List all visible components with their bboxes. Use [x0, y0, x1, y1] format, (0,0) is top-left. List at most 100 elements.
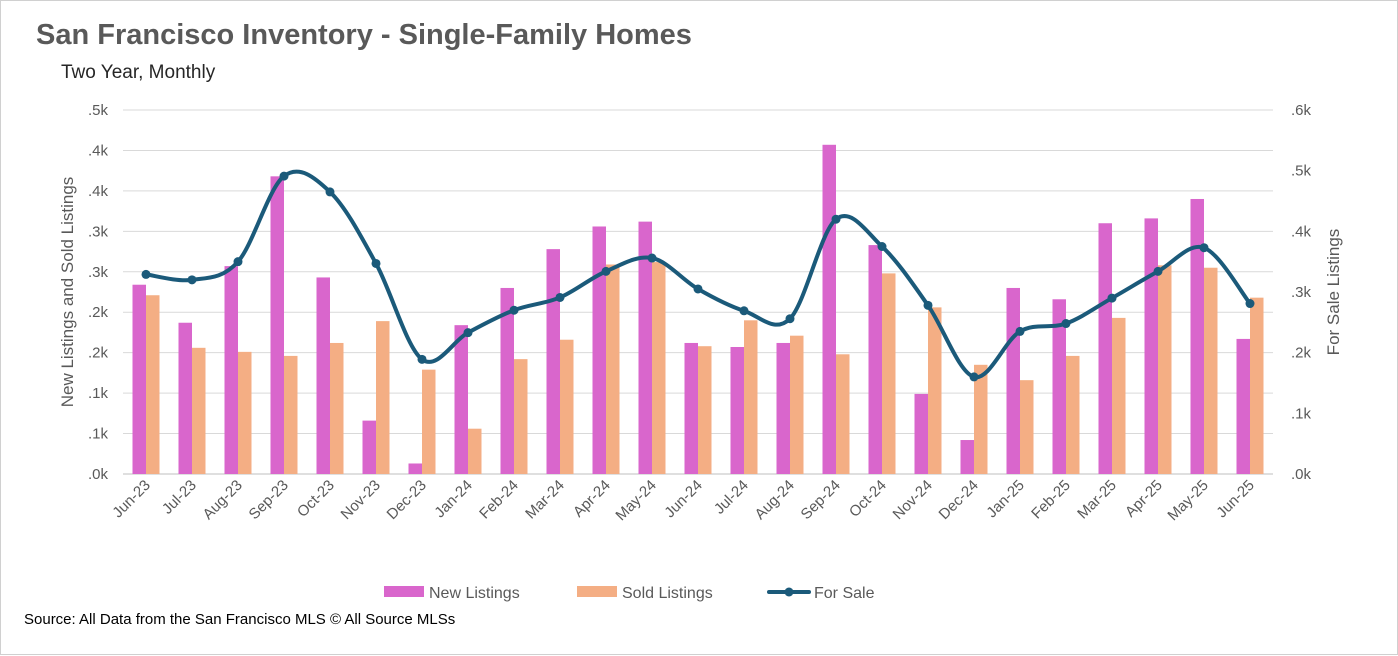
bar-sold-listings	[1020, 380, 1034, 474]
right-axis-ticks: .0k .1k .2k .3k .4k .5k .6k	[1291, 102, 1312, 483]
for-sale-point	[371, 258, 381, 268]
bar-new-listings	[822, 144, 836, 474]
for-sale-point	[141, 269, 151, 279]
for-sale-point	[877, 242, 887, 251]
bar-new-listings	[730, 347, 744, 474]
for-sale-point	[1015, 326, 1025, 336]
right-tick-label: .0k	[1291, 466, 1312, 483]
for-sale-point	[187, 275, 197, 285]
bar-new-listings	[454, 325, 468, 474]
x-tick-label: May-25	[1164, 477, 1211, 524]
bar-new-listings	[1144, 218, 1158, 474]
x-axis-ticks: Jun-23 Jul-23 Aug-23 Sep-23 Oct-23 Nov-23 Dec-…	[109, 477, 1257, 524]
bar-sold-listings	[790, 335, 804, 474]
bar-new-listings	[224, 266, 238, 474]
for-sale-point	[233, 257, 243, 267]
bar-sold-listings	[698, 346, 712, 474]
for-sale-point	[831, 214, 841, 224]
bar-new-listings	[1236, 338, 1250, 474]
x-tick-label: Jan-24	[431, 477, 475, 521]
x-tick-label: Oct-23	[294, 477, 338, 521]
for-sale-point	[509, 305, 519, 315]
bar-new-listings	[270, 176, 284, 474]
for-sale-point	[601, 266, 611, 276]
for-sale-point	[1245, 299, 1255, 309]
bar-sold-listings	[744, 320, 758, 474]
x-tick-label: Jul-24	[711, 477, 752, 518]
bar-sold-listings	[192, 347, 206, 474]
x-tick-label: Apr-25	[1122, 477, 1166, 521]
left-tick-label: .3k	[88, 264, 109, 281]
for-sale-point	[693, 284, 703, 294]
bar-sold-listings	[422, 369, 436, 474]
for-sale-point	[739, 306, 749, 316]
bar-new-listings	[316, 277, 330, 474]
for-sale-point	[1061, 319, 1071, 329]
bar-sold-listings	[238, 351, 252, 474]
legend-label-new-listings: New Listings	[429, 585, 520, 602]
for-sale-point	[1107, 293, 1117, 303]
left-tick-label: .3k	[88, 223, 109, 240]
right-axis-title: For Sale Listings	[1324, 229, 1343, 356]
x-tick-label: Oct-24	[846, 477, 890, 521]
for-sale-point	[923, 300, 933, 310]
bar-new-listings	[1052, 299, 1066, 474]
x-tick-label: Apr-24	[570, 477, 614, 521]
chart-title: San Francisco Inventory - Single-Family …	[36, 19, 692, 51]
legend-label-sold-listings: Sold Listings	[622, 585, 713, 602]
x-tick-label: Nov-24	[890, 477, 936, 523]
right-tick-label: .3k	[1291, 284, 1312, 301]
legend: New Listings Sold Listings For Sale	[384, 585, 875, 602]
bar-new-listings	[546, 249, 560, 474]
bar-sold-listings	[376, 321, 390, 474]
x-tick-label: Dec-24	[936, 477, 982, 523]
bar-new-listings	[684, 342, 698, 474]
x-tick-label: Sep-23	[246, 477, 292, 523]
bar-sold-listings	[560, 339, 574, 474]
left-tick-label: .2k	[88, 304, 109, 321]
bar-sold-listings	[606, 264, 620, 474]
for-sale-point	[279, 171, 289, 181]
bar-new-listings	[132, 284, 146, 474]
right-tick-label: .2k	[1291, 345, 1312, 362]
x-tick-label: Jun-23	[109, 477, 153, 521]
bar-new-listings	[178, 322, 192, 474]
for-sale-point	[969, 372, 979, 382]
for-sale-point	[417, 354, 427, 364]
bar-sold-listings	[882, 273, 896, 474]
bar-new-listings	[914, 393, 928, 474]
x-tick-label: Feb-24	[476, 477, 522, 523]
bar-sold-listings	[1112, 317, 1126, 474]
bar-new-listings	[960, 440, 974, 474]
for-sale-point	[325, 187, 335, 197]
left-tick-label: .2k	[88, 345, 109, 362]
legend-swatch-for-sale-marker	[784, 587, 794, 597]
left-tick-label: .4k	[88, 142, 109, 159]
bar-new-listings	[362, 420, 376, 474]
legend-label-for-sale: For Sale	[814, 585, 875, 602]
legend-swatch-sold-listings	[577, 586, 617, 597]
left-tick-label: .5k	[88, 102, 109, 119]
bar-new-listings	[1190, 198, 1204, 474]
bar-sold-listings	[514, 359, 528, 474]
right-tick-label: .1k	[1291, 405, 1312, 422]
right-tick-label: .4k	[1291, 223, 1312, 240]
bar-new-listings	[868, 245, 882, 474]
bar-sold-listings	[652, 262, 666, 474]
for-sale-point	[1199, 243, 1209, 253]
x-tick-label: May-24	[612, 477, 659, 524]
bar-sold-listings	[1204, 267, 1218, 474]
left-axis-title: New Listings and Sold Listings	[58, 177, 77, 408]
bar-sold-listings	[928, 307, 942, 474]
left-tick-label: .0k	[88, 466, 109, 483]
bar-sold-listings	[146, 295, 160, 474]
x-tick-label: Sep-24	[798, 477, 844, 523]
bar-new-listings	[592, 226, 606, 474]
bar-new-listings	[638, 221, 652, 474]
bar-sold-listings	[836, 354, 850, 474]
x-tick-label: Jul-23	[159, 477, 200, 518]
bar-sold-listings	[284, 355, 298, 474]
x-tick-label: Jun-25	[1213, 477, 1257, 521]
